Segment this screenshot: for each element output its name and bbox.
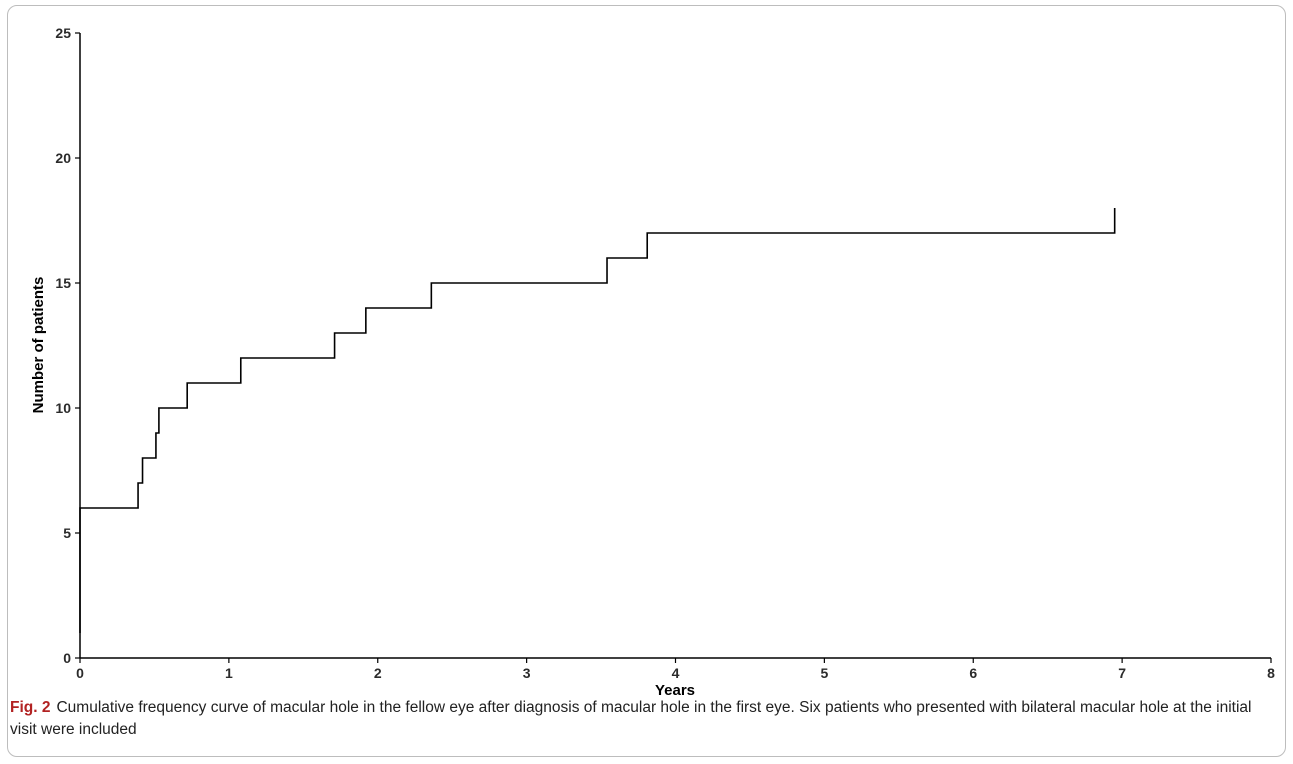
axes [79, 33, 1271, 659]
y-tick-label: 20 [55, 150, 71, 166]
figure-frame [7, 5, 1286, 757]
x-tick-label: 8 [1267, 665, 1275, 681]
y-axis-title: Number of patients [30, 277, 47, 414]
x-tick-label: 3 [523, 665, 531, 681]
y-ticks: 0 5 10 15 20 25 [55, 25, 80, 666]
y-tick-label: 10 [55, 400, 71, 416]
x-ticks: 0 1 2 3 4 5 6 7 8 [76, 658, 1275, 681]
figure-caption: Fig. 2 Cumulative frequency curve of macu… [10, 697, 1275, 741]
y-tick-label: 25 [55, 25, 71, 41]
x-tick-label: 4 [672, 665, 680, 681]
y-tick-label: 5 [63, 525, 71, 541]
x-axis-title: Years [655, 682, 695, 699]
figure-number: Fig. 2 [10, 699, 51, 716]
cumulative-frequency-line [79, 208, 1116, 633]
x-tick-label: 7 [1118, 665, 1126, 681]
y-tick-label: 0 [63, 650, 71, 666]
x-tick-label: 0 [76, 665, 84, 681]
caption-text: Cumulative frequency curve of macular ho… [10, 699, 1252, 738]
x-tick-label: 2 [374, 665, 382, 681]
x-tick-label: 6 [969, 665, 977, 681]
y-tick-label: 15 [55, 275, 71, 291]
x-tick-label: 5 [820, 665, 828, 681]
x-tick-label: 1 [225, 665, 233, 681]
